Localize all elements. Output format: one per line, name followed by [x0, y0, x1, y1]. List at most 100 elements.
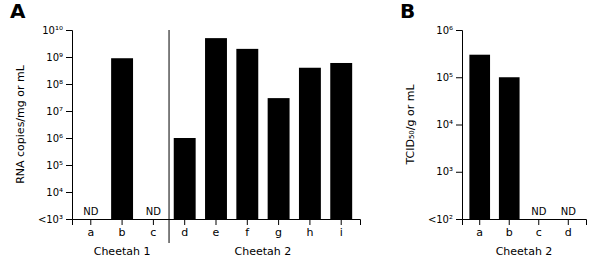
- tick: 10⁶: [436, 25, 462, 36]
- tick-label: 10⁴: [436, 119, 453, 130]
- axis-title: TCID₅₀/g or mL: [404, 84, 417, 166]
- bar: [268, 98, 290, 219]
- bar: [205, 38, 227, 219]
- tick: h: [306, 219, 313, 239]
- tick-mark: [479, 219, 480, 225]
- tick-label: <10²: [428, 214, 453, 225]
- annotation: ND: [531, 206, 546, 217]
- tick-mark: [456, 172, 462, 173]
- tick: 10⁴: [436, 119, 462, 130]
- tick-label: 10⁴: [46, 187, 63, 198]
- annotation: ND: [561, 206, 576, 217]
- tick: d: [181, 219, 188, 239]
- axis-line: [66, 31, 73, 220]
- tick: c: [536, 219, 542, 239]
- tick-label: b: [506, 226, 513, 239]
- tick: g: [275, 219, 282, 239]
- tick: 10⁴: [46, 187, 72, 198]
- title: B: [400, 0, 415, 23]
- tick-mark: [153, 219, 154, 225]
- tick-label: 10⁶: [46, 133, 63, 144]
- tick-label: f: [245, 226, 250, 239]
- tick-mark: [184, 219, 185, 225]
- tick-label: 10¹⁰: [42, 25, 63, 36]
- tick-mark: [456, 30, 462, 31]
- tick-label: h: [306, 226, 313, 239]
- tick: b: [119, 219, 126, 239]
- tick-label: 10⁶: [436, 25, 453, 36]
- tick-mark: [122, 219, 123, 225]
- tick: 10⁷: [46, 106, 72, 117]
- tick: b: [506, 219, 513, 239]
- tick: 10¹⁰: [42, 25, 72, 36]
- tick-mark: [66, 165, 72, 166]
- tick-mark: [66, 219, 72, 220]
- tick-mark: [509, 219, 510, 225]
- bar: [499, 77, 520, 219]
- group-label: Cheetah 1: [94, 245, 151, 258]
- tick-mark: [66, 57, 72, 58]
- title: A: [10, 0, 26, 23]
- tick: i: [340, 219, 343, 239]
- tick: f: [245, 219, 250, 239]
- tick-label: c: [150, 226, 156, 239]
- x-axis: a b c d: [463, 219, 587, 239]
- tick-label: 10⁹: [46, 52, 63, 63]
- tick-mark: [247, 219, 248, 225]
- y-axis: <10³ 10⁴ 10⁵ 10⁶ 10⁷ 10⁸ 10⁹ 10¹⁰: [38, 25, 73, 225]
- group-label: Cheetah 2: [235, 245, 292, 258]
- tick: 10⁹: [46, 52, 72, 63]
- tick: e: [213, 219, 220, 239]
- tick: <10³: [38, 214, 72, 225]
- tick-mark: [66, 192, 72, 193]
- tick-label: <10³: [38, 214, 63, 225]
- tick: a: [87, 219, 94, 239]
- panel: <10² 10³ 10⁴ 10⁵ 10⁶ a b c d TCID₅₀/g or mL Cheeta…: [400, 0, 587, 258]
- tick-mark: [309, 219, 310, 225]
- bar: [236, 49, 258, 219]
- tick-label: 10⁵: [436, 72, 453, 83]
- tick-mark: [456, 219, 462, 220]
- axis-title: RNA copies/mg or mL: [14, 64, 27, 184]
- tick-label: a: [476, 226, 483, 239]
- tick-mark: [216, 219, 217, 225]
- tick-label: g: [275, 226, 282, 239]
- tick: 10⁶: [46, 133, 72, 144]
- annotation: ND: [83, 206, 98, 217]
- chart: <10³ 10⁴ 10⁵ 10⁶ 10⁷ 10⁸ 10⁹ 10¹⁰ a b c d e f g h i RNA c…: [0, 0, 600, 269]
- tick-mark: [90, 219, 91, 225]
- bar: [299, 68, 321, 219]
- tick-label: b: [119, 226, 126, 239]
- tick-mark: [66, 30, 72, 31]
- tick-mark: [538, 219, 539, 225]
- tick-mark: [568, 219, 569, 225]
- x-axis: a b c d e f g h i: [73, 219, 361, 239]
- tick-mark: [278, 219, 279, 225]
- tick-mark: [66, 84, 72, 85]
- bars: [111, 38, 352, 219]
- tick-label: c: [536, 226, 542, 239]
- tick: a: [476, 219, 483, 239]
- tick-label: 10³: [436, 166, 453, 177]
- tick-label: 10⁷: [46, 106, 63, 117]
- tick: 10³: [436, 166, 462, 177]
- bar: [469, 55, 490, 219]
- tick: 10⁵: [46, 160, 72, 171]
- bars: [469, 55, 519, 219]
- tick: d: [565, 219, 572, 239]
- tick-mark: [341, 219, 342, 225]
- tick-label: 10⁸: [46, 79, 63, 90]
- tick-label: d: [181, 226, 188, 239]
- y-axis: <10² 10³ 10⁴ 10⁵ 10⁶: [428, 25, 463, 225]
- tick: 10⁵: [436, 72, 462, 83]
- tick-label: 10⁵: [46, 160, 63, 171]
- axis-line: [456, 31, 463, 220]
- group-divider: [169, 30, 170, 243]
- bar: [111, 58, 133, 219]
- axis-title: Cheetah 2: [496, 245, 553, 258]
- tick-label: e: [213, 226, 220, 239]
- axis-line: [73, 220, 361, 226]
- tick-label: d: [565, 226, 572, 239]
- bar: [330, 63, 352, 219]
- axis-line: [463, 220, 587, 226]
